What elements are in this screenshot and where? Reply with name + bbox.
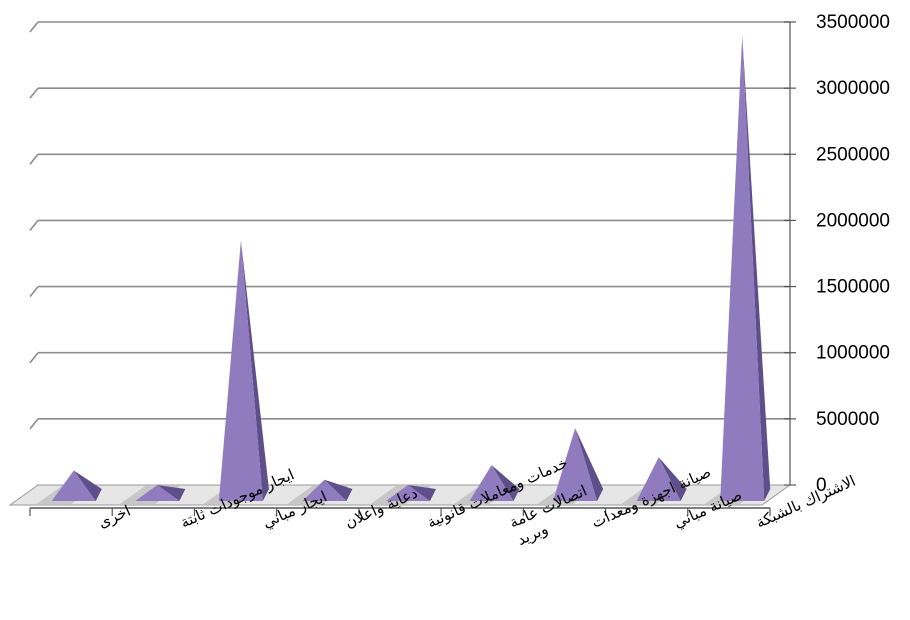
pyramid-bars [51, 35, 771, 501]
bar-pyramid-front [386, 485, 430, 501]
y-tick-label: 500000 [816, 409, 879, 430]
y-axis: 0 500000 1000000 1500000 2000000 2500000 30000… [784, 12, 890, 496]
bar-pyramid [218, 240, 269, 501]
bar-pyramid [636, 457, 687, 501]
bar-pyramid-side [240, 240, 269, 501]
bar-pyramid-front [553, 428, 598, 501]
gridlines [29, 21, 790, 496]
bar-pyramid-front [720, 35, 765, 501]
y-tick-label: 0 [816, 475, 827, 496]
side-wall-edge [29, 87, 39, 99]
side-wall-edge [29, 286, 39, 298]
side-wall-edge [29, 153, 39, 165]
bar-pyramid-front [636, 457, 681, 501]
side-wall-edge [29, 219, 39, 231]
bar-pyramid [386, 485, 436, 501]
y-tick-label: 2000000 [816, 210, 890, 231]
bar-pyramid [469, 465, 520, 501]
bar-pyramid-side [324, 479, 353, 501]
bar-pyramid-side [491, 465, 520, 501]
y-tick-label: 1500000 [816, 277, 890, 298]
x-tick-label: اخرى [95, 502, 133, 532]
bar-pyramid [302, 479, 353, 501]
y-tick-label: 3500000 [816, 12, 890, 33]
bar-pyramid-side [742, 35, 771, 501]
y-tick-label: 1000000 [816, 343, 890, 364]
bar-pyramid [720, 35, 771, 501]
bar-pyramid-side [575, 428, 604, 501]
bar-pyramid [553, 428, 604, 501]
side-wall-edge [29, 21, 39, 33]
bar-pyramid-side [408, 485, 436, 501]
bar-pyramid-side [658, 457, 687, 501]
bar-pyramid-side [73, 470, 102, 501]
bar-pyramid-side [157, 485, 186, 501]
side-wall-edge [29, 418, 39, 430]
side-wall-edge [29, 352, 39, 364]
y-tick-label: 3000000 [816, 78, 890, 99]
bar-pyramid-front [469, 465, 514, 501]
bar-pyramid-front [302, 479, 347, 501]
bar-pyramid-front [135, 485, 180, 501]
bar-pyramid-front [51, 470, 96, 501]
bar-pyramid-front [218, 240, 263, 501]
bar-pyramid [135, 485, 186, 501]
bar-pyramid [51, 470, 102, 501]
y-tick-label: 2500000 [816, 144, 890, 165]
